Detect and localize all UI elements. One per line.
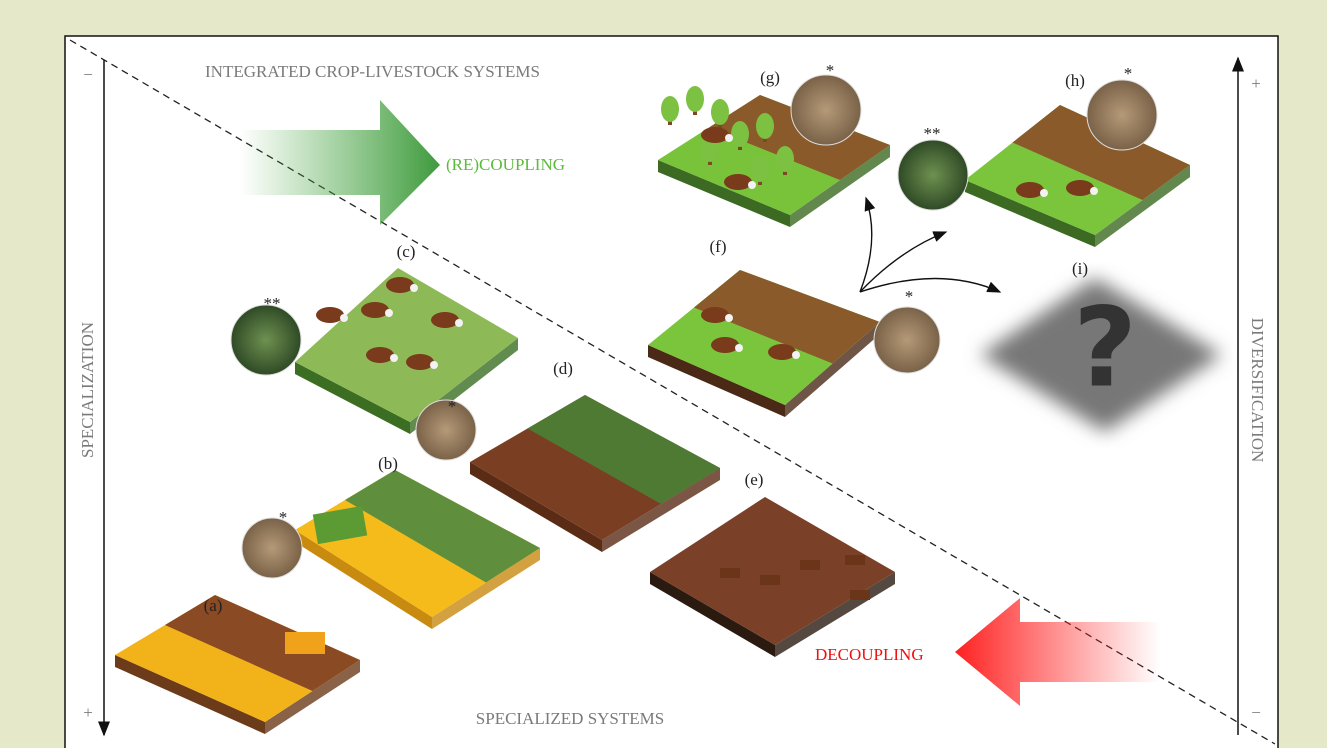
asterisk: *: [1124, 64, 1133, 83]
diagram: ? INTEGRATED CROP-LIVESTOCK SYSTEMS SPEC…: [0, 0, 1327, 748]
cow: [800, 560, 820, 570]
tractor: [285, 632, 325, 654]
left-axis-label: SPECIALIZATION: [78, 322, 97, 458]
cow: [1066, 180, 1094, 196]
cow: [406, 354, 434, 370]
tree: [686, 86, 704, 112]
cow: [701, 127, 729, 143]
asterisk: *: [279, 508, 288, 527]
cow-head: [748, 181, 756, 189]
cow: [386, 277, 414, 293]
photo: [231, 305, 301, 375]
photo: [874, 307, 940, 373]
panel-label: (d): [553, 359, 573, 378]
cow-head: [430, 361, 438, 369]
left-top-sign: −: [83, 65, 93, 84]
cow: [760, 575, 780, 585]
tree: [751, 156, 769, 182]
panel-label: (b): [378, 454, 398, 473]
tree: [776, 146, 794, 172]
cow: [720, 568, 740, 578]
cow-head: [725, 134, 733, 142]
left-bottom-sign: +: [83, 703, 93, 722]
cow-head: [1090, 187, 1098, 195]
cow-head: [1040, 189, 1048, 197]
cow-head: [455, 319, 463, 327]
cow: [1016, 182, 1044, 198]
cow-head: [340, 314, 348, 322]
cow: [431, 312, 459, 328]
panel-label: (e): [745, 470, 764, 489]
decoupling-label: DECOUPLING: [815, 645, 924, 664]
cow: [845, 555, 865, 565]
asterisk: *: [826, 61, 835, 80]
cow: [366, 347, 394, 363]
right-top-sign: +: [1251, 74, 1261, 93]
cow: [361, 302, 389, 318]
panel-label: (g): [760, 68, 780, 87]
tree: [661, 96, 679, 122]
cow: [768, 344, 796, 360]
cow: [316, 307, 344, 323]
panel-label: (i): [1072, 259, 1088, 278]
cow: [724, 174, 752, 190]
right-axis-label: DIVERSIFICATION: [1248, 318, 1267, 463]
cow-head: [725, 314, 733, 322]
cow-head: [410, 284, 418, 292]
panel-label: (a): [204, 596, 223, 615]
cow-head: [792, 351, 800, 359]
cow-head: [390, 354, 398, 362]
photo: [898, 140, 968, 210]
tree: [731, 121, 749, 147]
cow: [701, 307, 729, 323]
asterisk: *: [905, 287, 914, 306]
specialized-label: SPECIALIZED SYSTEMS: [476, 709, 664, 728]
photo: [416, 400, 476, 460]
asterisk: *: [448, 397, 457, 416]
page: ? INTEGRATED CROP-LIVESTOCK SYSTEMS SPEC…: [0, 0, 1327, 748]
integrated-label: INTEGRATED CROP-LIVESTOCK SYSTEMS: [205, 62, 540, 81]
asterisk: **: [264, 294, 281, 313]
tree: [711, 99, 729, 125]
asterisk: **: [924, 124, 941, 143]
photo: [791, 75, 861, 145]
unknown-symbol: ?: [1073, 283, 1137, 411]
panel-label: (c): [397, 242, 416, 261]
right-bottom-sign: −: [1251, 703, 1261, 722]
cow: [711, 337, 739, 353]
recoupling-label: (RE)COUPLING: [446, 155, 565, 174]
cow-head: [385, 309, 393, 317]
cow-head: [735, 344, 743, 352]
panel-label: (h): [1065, 71, 1085, 90]
tree: [756, 113, 774, 139]
photo: [1087, 80, 1157, 150]
cow: [850, 590, 870, 600]
photo: [242, 518, 302, 578]
panel-label: (f): [710, 237, 727, 256]
